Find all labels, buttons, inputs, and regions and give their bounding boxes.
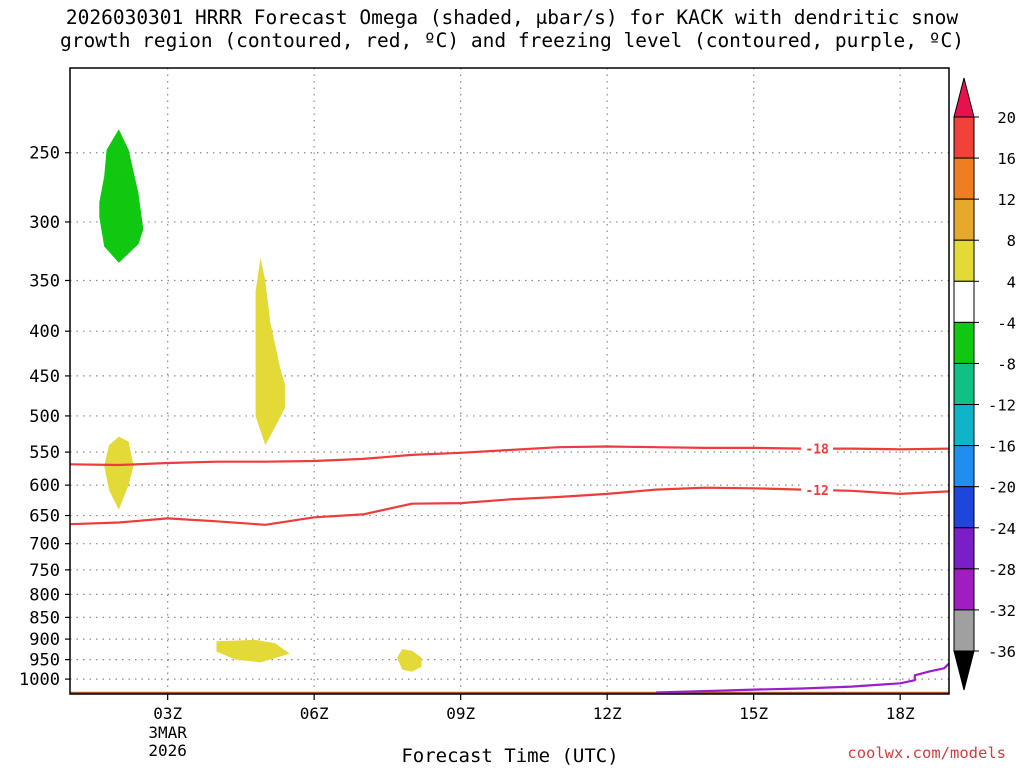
colorbar-box-7 <box>953 362 975 406</box>
contour-label-bg-2 <box>801 482 834 497</box>
y-tick-label-800: 800 <box>29 585 60 605</box>
omega-region-5 <box>397 649 422 672</box>
colorbar-box-12 <box>953 568 975 611</box>
credit-text: coolwx.com/models <box>847 744 1006 762</box>
y-tick-label-450: 450 <box>29 367 60 387</box>
y-tick-label-1000: 1000 <box>19 670 60 690</box>
x-tick-label-03Z: 03Z <box>153 704 182 723</box>
colorbar-box-6 <box>953 321 975 364</box>
colorbar-box-8 <box>953 404 975 447</box>
y-tick-label-250: 250 <box>29 144 60 164</box>
y-tick-label-550: 550 <box>29 443 60 463</box>
plot-frame <box>69 67 950 695</box>
terrain-strip <box>70 691 949 694</box>
title-line-1: 2026030301 HRRR Forecast Omega (shaded, … <box>65 6 959 29</box>
colorbar-label-13: -32 <box>988 602 1016 620</box>
colorbar-bottom-arrow <box>953 650 975 691</box>
x-tick-label-18Z: 18Z <box>886 704 915 723</box>
colorbar-box-4 <box>953 239 975 282</box>
y-tick-label-900: 900 <box>29 630 60 650</box>
colorbar-top-arrow <box>953 77 975 118</box>
colorbar-label-9: -16 <box>988 438 1016 456</box>
contour-label-bg-1 <box>801 441 834 456</box>
colorbar-label-10: -20 <box>988 479 1016 497</box>
colorbar-label-14: -36 <box>988 643 1016 661</box>
title-line-2: growth region (contoured, red, ºC) and f… <box>60 29 964 52</box>
contour-label-minus-18: -18 <box>805 443 829 458</box>
y-tick-label-600: 600 <box>29 476 60 496</box>
x-tick-label-12Z: 12Z <box>593 704 622 723</box>
x-tick-label-06Z: 06Z <box>300 704 329 723</box>
x-axis-label: Forecast Time (UTC) <box>401 745 619 767</box>
colorbar-label-3: 12 <box>997 191 1016 209</box>
colorbar-label-7: -8 <box>997 355 1016 373</box>
colorbar-box-11 <box>953 527 975 570</box>
colorbar-box-5 <box>953 280 975 323</box>
colorbar-box-3 <box>953 198 975 241</box>
colorbar-label-1: 20 <box>997 109 1016 127</box>
colorbar-box-1 <box>953 116 975 159</box>
colorbar-label-12: -28 <box>988 561 1016 579</box>
x-tick-label-15Z: 15Z <box>739 704 768 723</box>
x-tick-label-09Z: 09Z <box>446 704 475 723</box>
colorbar-label-11: -24 <box>988 520 1016 538</box>
y-tick-label-850: 850 <box>29 608 60 628</box>
colorbar-box-10 <box>953 486 975 529</box>
colorbar-label-5: 4 <box>1007 273 1016 291</box>
contour-label-minus-12: -12 <box>805 484 828 499</box>
colorbar-box-9 <box>953 445 975 488</box>
omega-region-1 <box>99 129 144 263</box>
y-tick-label-300: 300 <box>29 213 60 233</box>
freezing-level-line <box>655 662 950 694</box>
omega-region-2 <box>255 258 285 446</box>
y-tick-label-750: 750 <box>29 561 60 581</box>
colorbar-box-13 <box>953 609 975 652</box>
x-date-label: 3MAR <box>148 723 187 742</box>
colorbar-label-8: -12 <box>988 397 1016 415</box>
omega-region-4 <box>216 639 290 663</box>
y-tick-label-400: 400 <box>29 322 60 342</box>
chart-title: 2026030301 HRRR Forecast Omega (shaded, … <box>0 6 1024 52</box>
colorbar-box-2 <box>953 157 975 200</box>
x-year-label: 2026 <box>148 741 187 760</box>
y-tick-label-350: 350 <box>29 271 60 291</box>
colorbar-label-4: 8 <box>1007 232 1016 250</box>
y-tick-label-650: 650 <box>29 507 60 527</box>
colorbar-label-2: 16 <box>997 150 1016 168</box>
omega-region-3 <box>104 436 134 510</box>
y-tick-label-950: 950 <box>29 651 60 671</box>
y-tick-label-700: 700 <box>29 535 60 555</box>
y-tick-label-500: 500 <box>29 407 60 427</box>
colorbar-label-6: -4 <box>997 314 1016 332</box>
